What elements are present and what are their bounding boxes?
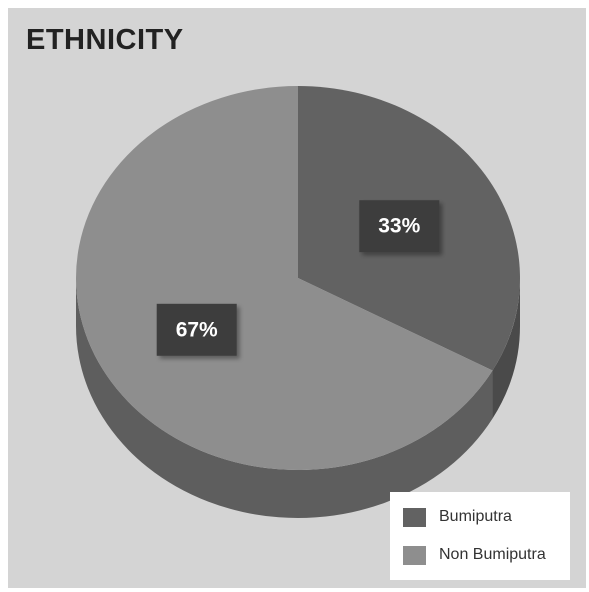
- chart-title: ETHNICITY: [26, 24, 184, 56]
- chart-panel: ETHNICITY 33% 67% Bumiputra Non Bumiputra: [8, 8, 586, 588]
- data-label-box-bumiputra: [359, 200, 440, 253]
- data-label-box-non-bumiputra: [156, 303, 237, 356]
- pie-slice-non-bumiputra: [75, 86, 493, 471]
- legend-label-non-bumiputra: Non Bumiputra: [439, 546, 546, 563]
- pie-labels: 33% 67%: [156, 200, 440, 356]
- pie-chart: 33% 67%: [75, 86, 520, 518]
- data-label-bumiputra: 33%: [378, 215, 420, 238]
- pie-side-non-bumiputra: [76, 278, 493, 518]
- legend-swatch-non-bumiputra: [403, 545, 426, 565]
- data-label-non-bumiputra: 67%: [176, 318, 218, 341]
- legend-label-bumiputra: Bumiputra: [439, 508, 512, 525]
- legend-item-bumiputra: Bumiputra: [403, 506, 570, 528]
- pie-side-bumiputra: [492, 278, 520, 419]
- legend: Bumiputra Non Bumiputra: [390, 492, 570, 580]
- pie-top: [75, 86, 520, 471]
- legend-item-non-bumiputra: Non Bumiputra: [403, 544, 570, 566]
- legend-swatch-bumiputra: [403, 507, 426, 527]
- pie-depth: [76, 278, 520, 518]
